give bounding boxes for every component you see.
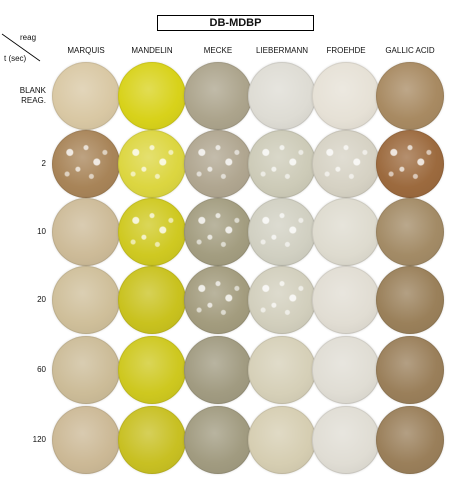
row-header-120: 120 xyxy=(32,435,46,444)
well-froehde-blank xyxy=(312,62,380,130)
well-mecke-2 xyxy=(184,130,252,198)
panel-title: DB-MDBP xyxy=(157,15,314,31)
row-header-blank: BLANK REAG. xyxy=(19,86,46,105)
well-mandelin-20 xyxy=(118,266,186,334)
column-header-mandelin: MANDELIN xyxy=(131,46,173,55)
row-header-20: 20 xyxy=(37,295,46,304)
well-mecke-20 xyxy=(184,266,252,334)
well-mandelin-60 xyxy=(118,336,186,404)
well-gallic-acid-120 xyxy=(376,406,444,474)
well-froehde-10 xyxy=(312,198,380,266)
well-mandelin-2 xyxy=(118,130,186,198)
well-liebermann-10 xyxy=(248,198,316,266)
column-header-mecke: MECKE xyxy=(203,46,233,55)
well-gallic-acid-20 xyxy=(376,266,444,334)
well-marquis-20 xyxy=(52,266,120,334)
well-mecke-blank xyxy=(184,62,252,130)
well-mecke-10 xyxy=(184,198,252,266)
corner-time-label: t (sec) xyxy=(4,54,27,63)
well-liebermann-2 xyxy=(248,130,316,198)
well-froehde-120 xyxy=(312,406,380,474)
well-gallic-acid-blank xyxy=(376,62,444,130)
column-header-liebermann: LIEBERMANN xyxy=(255,46,308,55)
well-liebermann-120 xyxy=(248,406,316,474)
well-marquis-120 xyxy=(52,406,120,474)
column-header-froehde: FROEHDE xyxy=(326,46,366,55)
well-mandelin-10 xyxy=(118,198,186,266)
corner-reagent-label: reag xyxy=(20,33,37,42)
well-mandelin-blank xyxy=(118,62,186,130)
corner-divider xyxy=(1,33,41,62)
well-marquis-60 xyxy=(52,336,120,404)
well-gallic-acid-60 xyxy=(376,336,444,404)
well-marquis-2 xyxy=(52,130,120,198)
well-mecke-60 xyxy=(184,336,252,404)
well-mandelin-120 xyxy=(118,406,186,474)
well-marquis-blank xyxy=(52,62,120,130)
well-gallic-acid-2 xyxy=(376,130,444,198)
well-froehde-60 xyxy=(312,336,380,404)
column-header-gallic-acid: GALLIC ACID xyxy=(385,46,435,55)
well-liebermann-60 xyxy=(248,336,316,404)
row-header-10: 10 xyxy=(37,227,46,236)
well-marquis-10 xyxy=(52,198,120,266)
well-froehde-20 xyxy=(312,266,380,334)
well-liebermann-blank xyxy=(248,62,316,130)
row-header-60: 60 xyxy=(37,365,46,374)
well-liebermann-20 xyxy=(248,266,316,334)
row-header-2: 2 xyxy=(41,159,46,168)
column-header-marquis: MARQUIS xyxy=(67,46,105,55)
well-froehde-2 xyxy=(312,130,380,198)
well-gallic-acid-10 xyxy=(376,198,444,266)
well-mecke-120 xyxy=(184,406,252,474)
